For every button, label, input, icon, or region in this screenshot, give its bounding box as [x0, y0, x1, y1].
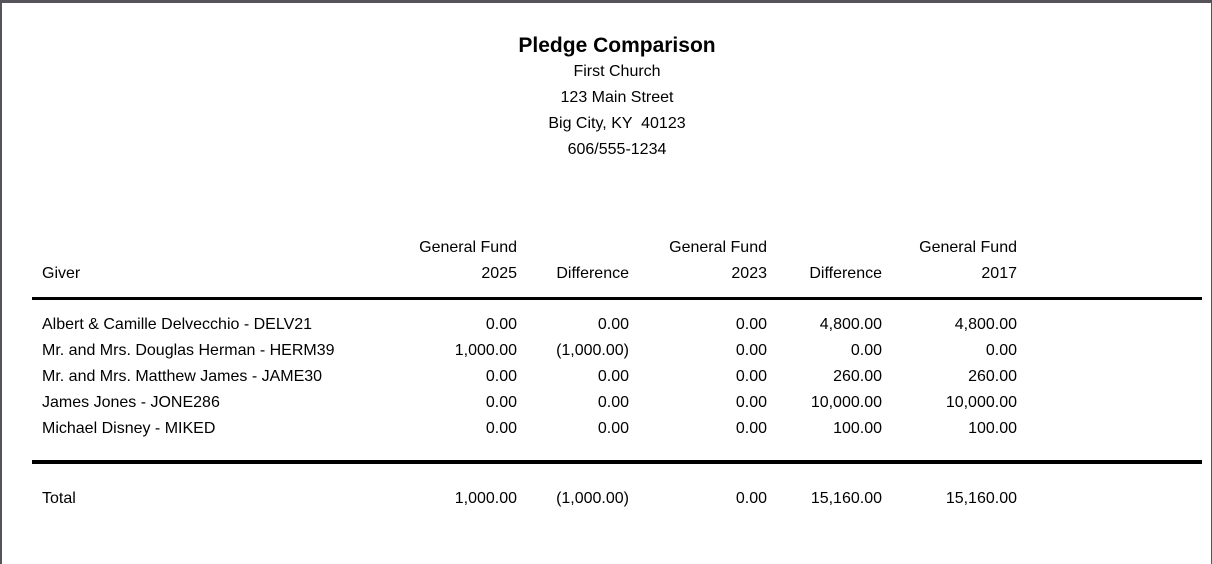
amount-fund-2017: 260.00 [968, 368, 1017, 385]
header-difference-1: Difference [517, 261, 629, 300]
total-label: Total [32, 460, 377, 512]
total-fund-2017: 15,160.00 [882, 460, 1017, 512]
pledge-comparison-table: General Fund General Fund General Fund G… [32, 235, 1202, 512]
phone-number: 606/555-1234 [567, 141, 667, 158]
header-spacer [767, 235, 882, 261]
header-spacer [1017, 235, 1202, 261]
header-spacer [517, 235, 629, 261]
row-spacer [1017, 460, 1202, 512]
total-difference-2: 15,160.00 [767, 460, 882, 512]
total-row: Total 1,000.00 (1,000.00) 0.00 15,160.00… [32, 460, 1202, 512]
header-fund-label-1: General Fund [419, 239, 517, 256]
report-title: Pledge Comparison [518, 34, 716, 57]
giver-name: Albert & Camille Delvecchio - DELV21 [42, 316, 313, 333]
amount-fund-2025: 0.00 [485, 316, 517, 333]
total-fund-2025: 1,000.00 [377, 460, 517, 512]
giver-name: Michael Disney - MIKED [42, 420, 216, 437]
header-fund-label-3: General Fund [919, 239, 1017, 256]
table-row: Michael Disney - MIKED 0.00 0.00 0.00 10… [32, 416, 1202, 442]
amount-difference-1: 0.00 [597, 368, 629, 385]
header-year-2025: 2025 [377, 261, 517, 300]
address-line-2: Big City, KY 40123 [548, 115, 686, 132]
row-spacer [1017, 390, 1202, 416]
table-row: Mr. and Mrs. Douglas Herman - HERM39 1,0… [32, 338, 1202, 364]
header-fund-label-2: General Fund [669, 239, 767, 256]
total-fund-2023: 0.00 [629, 460, 767, 512]
amount-fund-2025: 0.00 [485, 420, 517, 437]
amount-fund-2023: 0.00 [735, 316, 767, 333]
amount-fund-2025: 0.00 [485, 394, 517, 411]
amount-fund-2023: 0.00 [735, 342, 767, 359]
header-giver: Giver [32, 261, 377, 300]
row-spacer [1017, 416, 1202, 442]
amount-fund-2025: 0.00 [485, 368, 517, 385]
amount-difference-2: 260.00 [833, 368, 882, 385]
amount-difference-1: 0.00 [597, 394, 629, 411]
header-spacer [32, 235, 377, 261]
amount-fund-2017: 10,000.00 [945, 394, 1017, 411]
amount-fund-2017: 100.00 [968, 420, 1017, 437]
amount-fund-2017: 0.00 [985, 342, 1017, 359]
amount-fund-2023: 0.00 [735, 420, 767, 437]
amount-difference-1: 0.00 [597, 420, 629, 437]
table-row: Mr. and Mrs. Matthew James - JAME30 0.00… [32, 364, 1202, 390]
header-year-2017: 2017 [882, 261, 1017, 300]
amount-fund-2023: 0.00 [735, 368, 767, 385]
amount-fund-2023: 0.00 [735, 394, 767, 411]
amount-difference-2: 10,000.00 [810, 394, 882, 411]
report-header: Pledge Comparison First Church 123 Main … [32, 3, 1202, 163]
table-header: General Fund General Fund General Fund G… [32, 235, 1202, 300]
header-difference-2: Difference [767, 261, 882, 300]
row-spacer [1017, 338, 1202, 364]
table-footer: Total 1,000.00 (1,000.00) 0.00 15,160.00… [32, 460, 1202, 512]
organization-name: First Church [573, 63, 661, 80]
amount-difference-1: 0.00 [597, 316, 629, 333]
header-spacer [1017, 261, 1202, 300]
amount-difference-2: 100.00 [833, 420, 882, 437]
amount-difference-2: 0.00 [850, 342, 882, 359]
address-line-1: 123 Main Street [560, 89, 674, 106]
giver-name: Mr. and Mrs. Matthew James - JAME30 [42, 368, 323, 385]
row-spacer [1017, 299, 1202, 339]
amount-difference-1: (1,000.00) [556, 342, 629, 359]
table-body: Albert & Camille Delvecchio - DELV21 0.0… [32, 299, 1202, 463]
table-row: Albert & Camille Delvecchio - DELV21 0.0… [32, 299, 1202, 339]
total-difference-1: (1,000.00) [517, 460, 629, 512]
giver-name: Mr. and Mrs. Douglas Herman - HERM39 [42, 342, 335, 359]
giver-name: James Jones - JONE286 [42, 394, 220, 411]
table-row: James Jones - JONE286 0.00 0.00 0.00 10,… [32, 390, 1202, 416]
header-year-2023: 2023 [629, 261, 767, 300]
row-spacer [1017, 364, 1202, 390]
amount-difference-2: 4,800.00 [819, 316, 882, 333]
amount-fund-2025: 1,000.00 [454, 342, 517, 359]
table-spacer-row [32, 442, 1202, 462]
amount-fund-2017: 4,800.00 [954, 316, 1017, 333]
